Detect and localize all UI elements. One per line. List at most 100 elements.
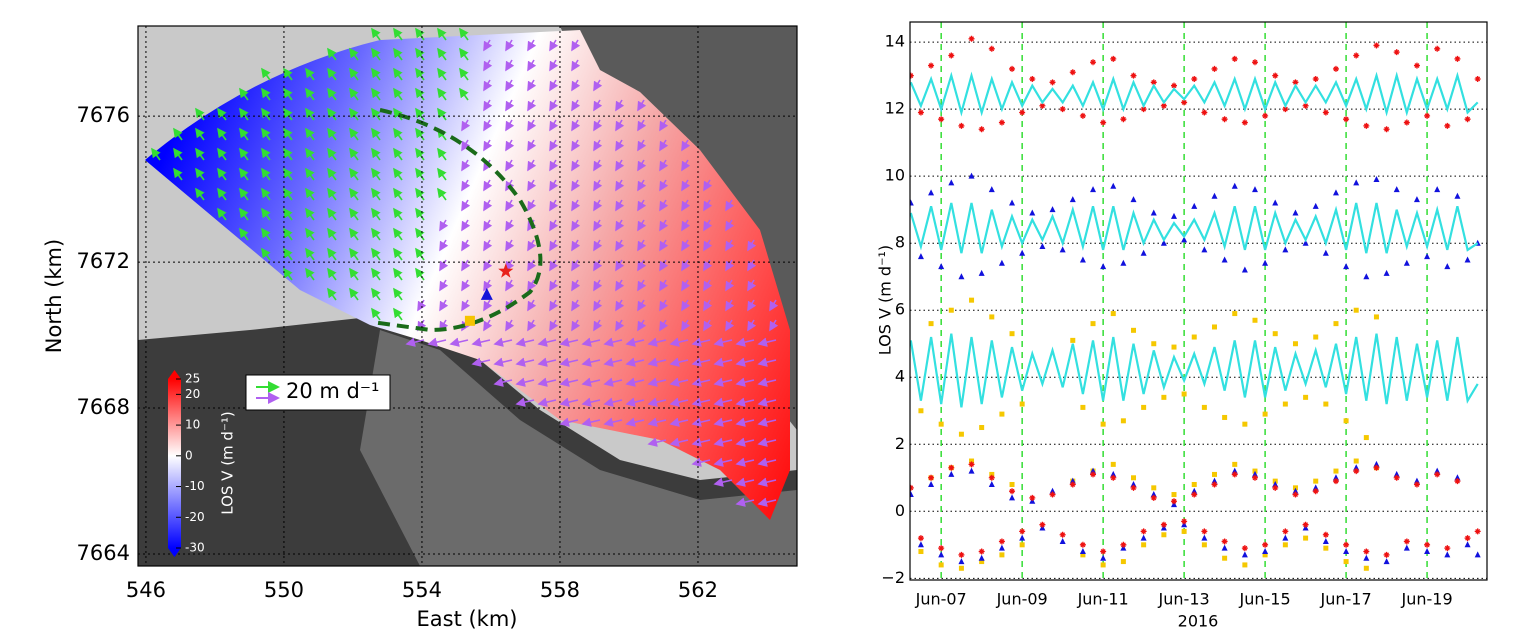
velocity-arrow — [659, 179, 669, 192]
velocity-arrow — [305, 67, 315, 81]
x-axis-label: East (km) — [417, 607, 518, 631]
point-triangle — [1383, 558, 1390, 565]
velocity-arrow — [261, 207, 271, 221]
velocity-arrow — [593, 199, 603, 212]
point-triangle — [1454, 192, 1461, 199]
point-star — [1332, 478, 1339, 485]
velocity-arrow — [393, 27, 403, 41]
point-triangle — [917, 253, 924, 260]
point-star — [1181, 518, 1188, 525]
velocity-arrow — [393, 307, 403, 321]
point-square — [1242, 421, 1248, 427]
velocity-arrow — [461, 139, 471, 152]
point-square — [1131, 327, 1137, 333]
velocity-arrow — [669, 357, 689, 367]
velocity-arrow — [483, 79, 493, 92]
velocity-arrow — [439, 239, 449, 252]
velocity-arrow — [527, 119, 537, 132]
point-star — [1322, 531, 1329, 538]
point-square — [1009, 331, 1015, 337]
point-square — [1201, 404, 1207, 410]
point-triangle — [1444, 263, 1451, 270]
point-triangle — [1403, 544, 1410, 551]
velocity-arrow — [415, 27, 425, 41]
y-tick-label: 2 — [895, 434, 905, 453]
velocity-arrow — [725, 239, 735, 252]
point-star — [1039, 102, 1046, 109]
velocity-arrow — [757, 357, 777, 367]
y-tick-label: 0 — [895, 501, 905, 520]
point-star — [1302, 521, 1309, 528]
velocity-arrow — [747, 319, 757, 332]
point-triangle — [1464, 256, 1471, 263]
point-square — [1181, 391, 1187, 397]
velocity-arrow — [505, 79, 515, 92]
point-triangle — [1201, 534, 1208, 541]
velocity-arrow — [505, 59, 515, 72]
point-square — [958, 565, 964, 571]
map-background — [138, 26, 797, 566]
velocity-arrow — [239, 167, 249, 181]
point-triangle — [1282, 246, 1289, 253]
x-tick-label: Jun-13 — [1158, 590, 1210, 609]
point-square — [1363, 565, 1369, 571]
point-star — [1332, 65, 1339, 72]
velocity-arrow — [625, 357, 645, 367]
point-star — [1343, 116, 1350, 123]
velocity-arrow — [483, 219, 493, 232]
point-square — [1232, 311, 1238, 317]
velocity-arrow — [581, 337, 601, 347]
point-triangle — [1191, 202, 1198, 209]
velocity-arrow — [217, 207, 227, 221]
velocity-arrow — [327, 67, 337, 81]
velocity-arrow — [505, 119, 515, 132]
map-panel: 20 m d⁻¹ North (km) East (km) LOS V (m d… — [42, 25, 798, 631]
velocity-arrow — [615, 299, 625, 312]
point-triangle — [1251, 186, 1258, 193]
point-star — [1171, 82, 1177, 89]
point-star — [910, 72, 914, 79]
velocity-arrow — [483, 99, 493, 112]
colorbar-tick-label: -30 — [185, 541, 205, 555]
velocity-arrow — [669, 397, 689, 407]
velocity-arrow — [703, 319, 713, 332]
velocity-arrow — [769, 319, 779, 332]
velocity-arrow — [637, 159, 647, 172]
point-star — [1100, 548, 1107, 555]
velocity-arrow — [349, 207, 359, 221]
velocity-arrow — [483, 119, 493, 132]
point-triangle — [988, 480, 995, 487]
point-square — [1151, 485, 1157, 491]
point-star — [1424, 541, 1431, 548]
point-star — [948, 464, 955, 471]
velocity-arrow — [713, 437, 733, 447]
point-star — [1454, 478, 1461, 485]
point-triangle — [1403, 259, 1410, 266]
point-star — [1120, 116, 1127, 123]
axes-frame — [909, 21, 1488, 581]
velocity-arrow — [593, 79, 603, 92]
velocity-arrow — [659, 219, 669, 232]
velocity-arrow — [571, 139, 581, 152]
velocity-arrow — [439, 299, 449, 312]
point-square — [1070, 337, 1076, 343]
velocity-arrow — [735, 397, 755, 407]
velocity-arrow — [439, 219, 449, 232]
velocity-arrow — [283, 187, 293, 201]
point-square — [1181, 528, 1187, 534]
point-square — [1272, 331, 1278, 337]
velocity-arrow — [305, 127, 315, 141]
point-star — [1434, 45, 1441, 52]
point-star — [958, 551, 965, 558]
point-star — [1130, 72, 1137, 79]
point-square — [999, 552, 1005, 558]
velocity-arrow — [349, 127, 359, 141]
velocity-arrow — [239, 227, 249, 241]
velocity-arrow — [437, 167, 447, 181]
velocity-arrow — [393, 207, 403, 221]
velocity-arrow — [571, 279, 581, 292]
velocity-arrow — [371, 67, 381, 81]
point-square — [1222, 414, 1228, 420]
velocity-arrow — [691, 337, 711, 347]
velocity-arrow — [571, 79, 581, 92]
